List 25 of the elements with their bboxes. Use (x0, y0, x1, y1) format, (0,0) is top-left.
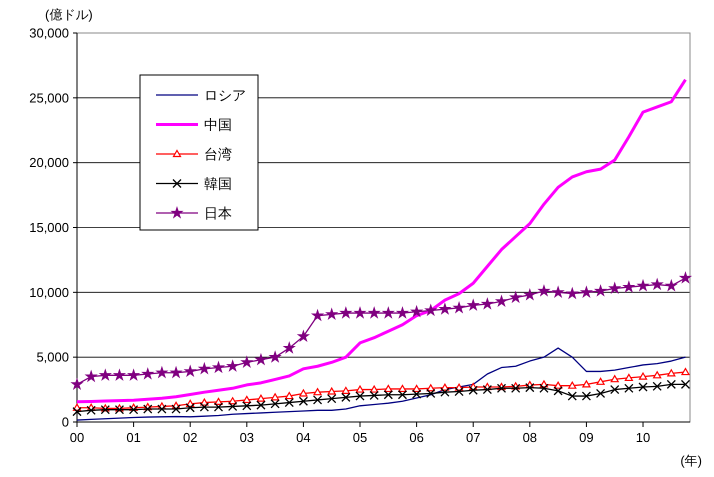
y-tick-label: 10,000 (29, 284, 69, 300)
y-tick-label: 5,000 (36, 350, 69, 365)
x-tick-label: 02 (182, 430, 198, 445)
x-tick-label: 03 (240, 430, 254, 445)
x-tick-label: 08 (522, 430, 538, 445)
x-tick-label: 07 (466, 430, 480, 445)
x-tick-label: 06 (409, 430, 424, 445)
legend-label: 日本 (204, 204, 232, 221)
legend-label: 中国 (204, 116, 232, 132)
y-tick-label: 0 (62, 414, 69, 430)
x-tick-label: 10 (636, 430, 650, 445)
y-tick-label: 15,000 (29, 220, 69, 236)
x-tick-label: 04 (296, 430, 311, 445)
y-axis-title: (億ドル) (45, 7, 93, 22)
x-tick-label: 09 (579, 430, 594, 445)
legend-label: ロシア (204, 86, 246, 103)
x-tick-label: 01 (126, 430, 141, 445)
legend-label: 韓国 (204, 175, 232, 192)
x-axis-title: (年) (680, 453, 702, 468)
y-tick-label: 20,000 (29, 155, 69, 170)
x-tick-label: 05 (352, 430, 368, 445)
y-tick-label: 25,000 (29, 90, 69, 106)
y-tick-label: 30,000 (29, 26, 69, 41)
x-tick-label: 00 (70, 430, 84, 445)
legend-label: 台湾 (204, 146, 232, 162)
